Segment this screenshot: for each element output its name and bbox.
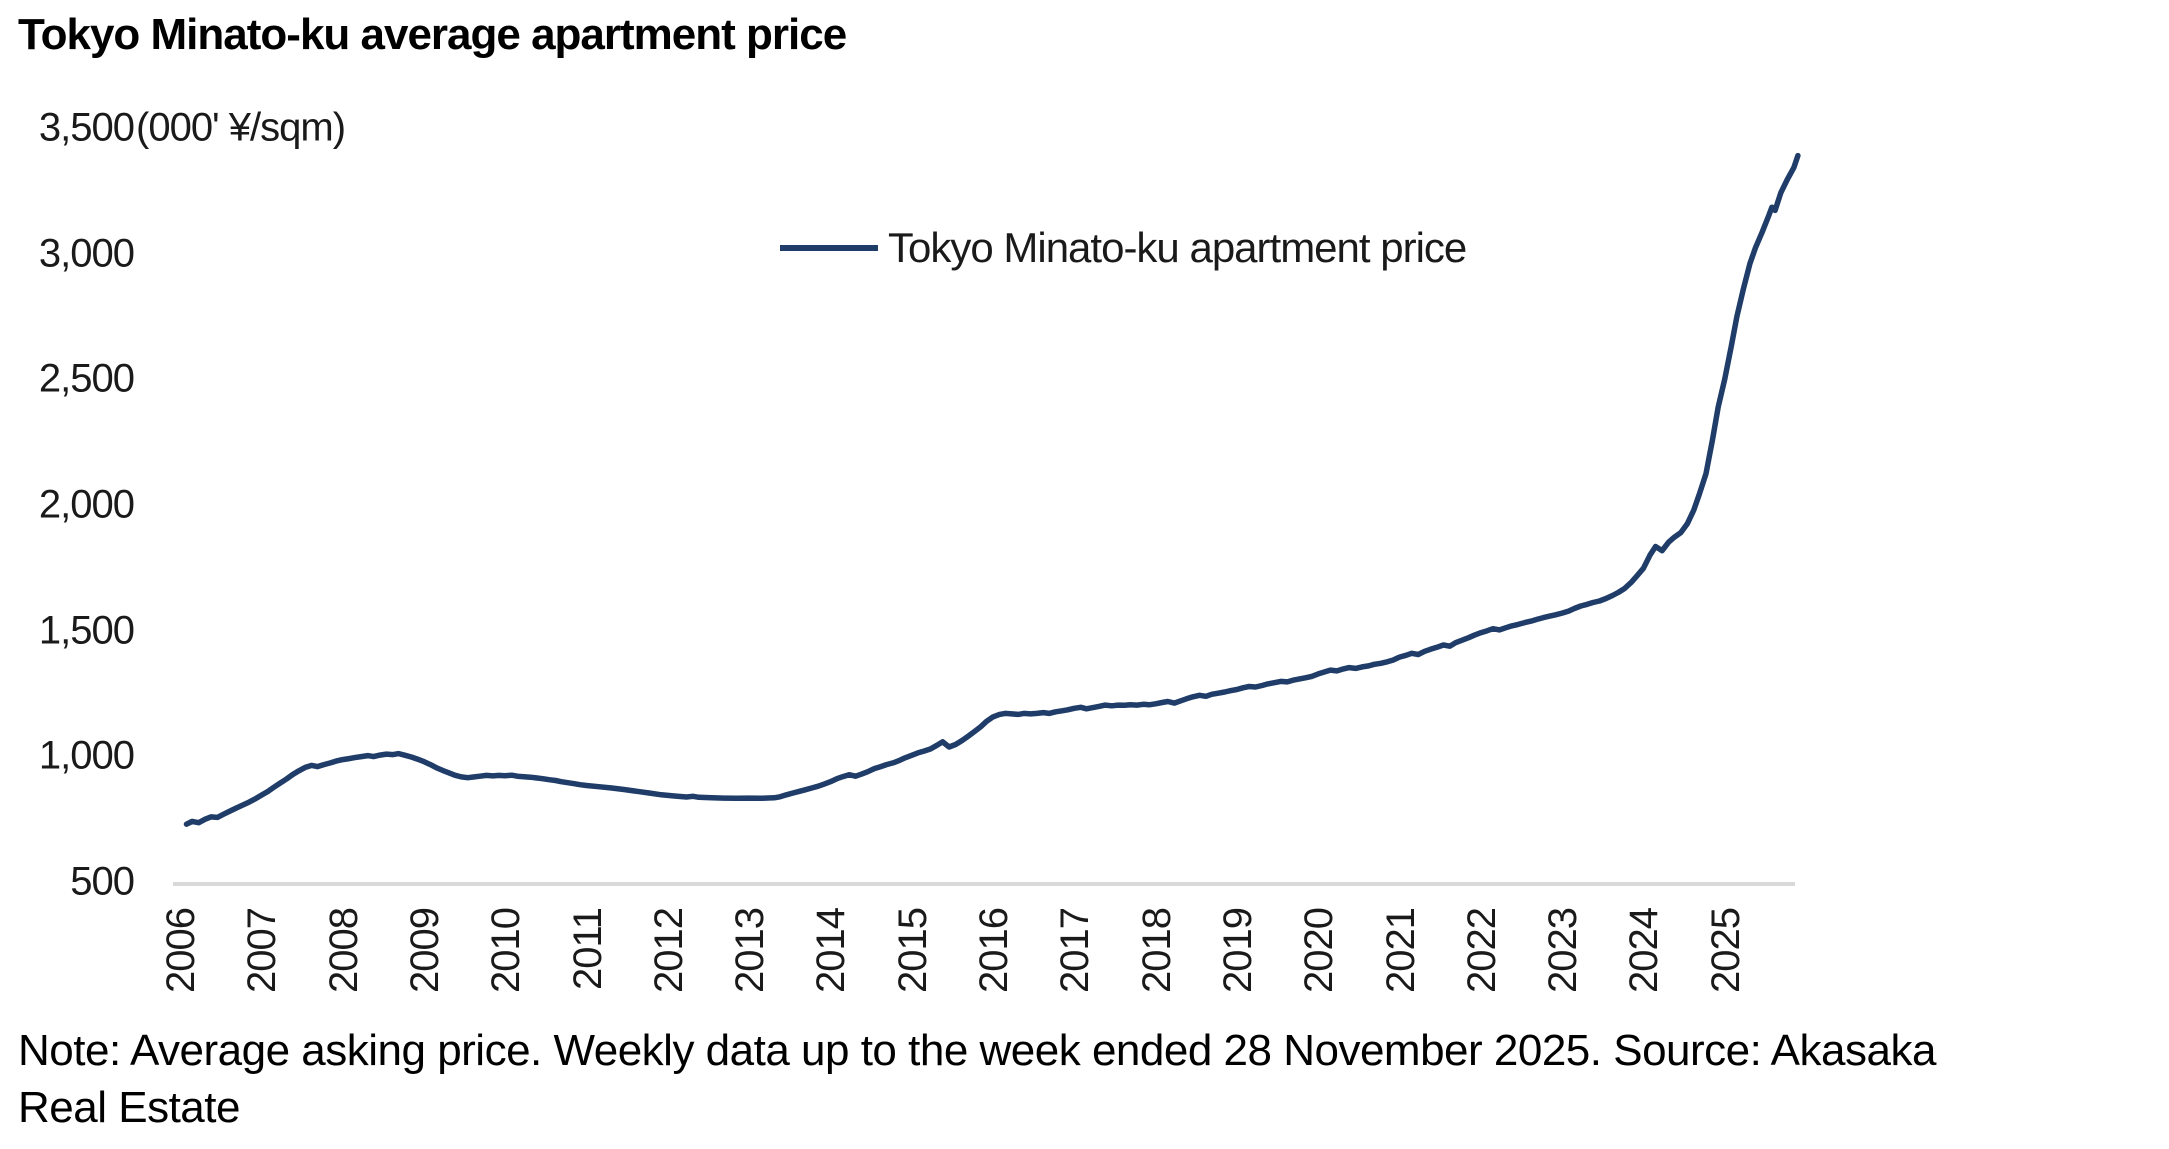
y-tick-label: 3,500	[38, 105, 135, 150]
legend-label: Tokyo Minato-ku apartment price	[888, 224, 1467, 271]
y-tick-label: 500	[70, 859, 135, 904]
legend-line-swatch	[780, 245, 878, 251]
price-line-series	[183, 152, 1801, 827]
page-title: Tokyo Minato-ku average apartment price	[18, 10, 847, 59]
y-tick-label: 3,000	[38, 231, 135, 276]
note-line-1: Note: Average asking price. Weekly data …	[18, 1026, 1936, 1075]
y-tick-label: 2,000	[38, 482, 135, 527]
y-axis-unit-label: (000' ¥/sqm)	[136, 105, 346, 150]
legend: Tokyo Minato-ku apartment price	[780, 220, 1467, 276]
y-tick-label: 1,000	[38, 733, 135, 778]
y-tick-label: 2,500	[38, 356, 135, 401]
note-line-2: Real Estate	[18, 1083, 240, 1132]
source-note: Note: Average asking price. Weekly data …	[18, 1022, 2163, 1136]
y-tick-label: 1,500	[38, 608, 135, 653]
